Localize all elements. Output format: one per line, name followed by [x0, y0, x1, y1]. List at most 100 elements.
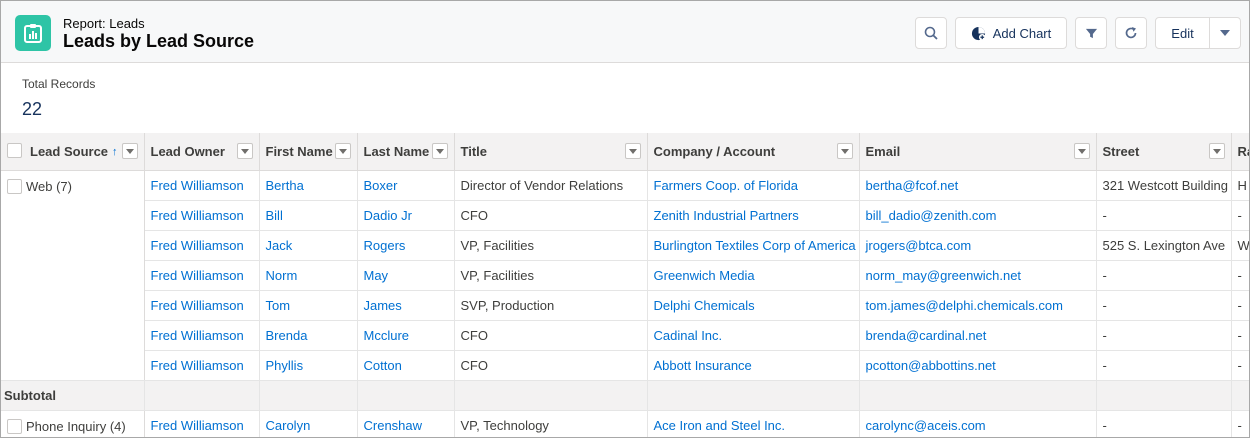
edit-menu-button[interactable] — [1209, 17, 1241, 49]
column-menu-first-name[interactable] — [334, 143, 351, 159]
column-header-street[interactable]: Street — [1096, 133, 1232, 171]
filter-icon — [1085, 28, 1097, 38]
cell-link[interactable]: Zenith Industrial Partners — [653, 207, 799, 223]
table-cell: Fred Williamson — [144, 350, 260, 381]
cell-link[interactable]: Fred Williamson — [150, 357, 244, 373]
cell-link[interactable]: Fred Williamson — [150, 327, 244, 343]
cell-link[interactable]: tom.james@delphi.chemicals.com — [865, 297, 1063, 313]
column-menu-last-name[interactable] — [431, 143, 448, 159]
cell-link[interactable]: Burlington Textiles Corp of America — [653, 237, 856, 253]
cell-link[interactable]: Ace Iron and Steel Inc. — [653, 417, 786, 433]
cell-link[interactable]: Phyllis — [265, 357, 304, 373]
cell-link[interactable]: Tom — [265, 297, 291, 313]
column-header-lead-source[interactable]: Lead Source ↑ — [1, 133, 145, 171]
table-cell: Fred Williamson — [144, 320, 260, 351]
filter-button[interactable] — [1075, 17, 1107, 49]
cell-text: VP, Technology — [460, 417, 549, 433]
cell-link[interactable]: Fred Williamson — [150, 267, 244, 283]
table-cell: Zenith Industrial Partners — [647, 200, 860, 231]
select-all-checkbox[interactable] — [7, 143, 22, 159]
cell-link[interactable]: jrogers@btca.com — [865, 237, 972, 253]
cell-link[interactable]: Delphi Chemicals — [653, 297, 755, 313]
table-cell: Fred Williamson — [144, 230, 260, 261]
cell-link[interactable]: Fred Williamson — [150, 207, 244, 223]
edit-button[interactable]: Edit — [1155, 17, 1210, 49]
column-header-email[interactable]: Email — [859, 133, 1097, 171]
cell-link[interactable]: Fred Williamson — [150, 417, 244, 433]
search-button[interactable] — [915, 17, 947, 49]
cell-text: - — [1102, 357, 1107, 373]
cell-link[interactable]: Bertha — [265, 177, 304, 193]
column-header-last-name[interactable]: Last Name — [357, 133, 455, 171]
refresh-button[interactable] — [1115, 17, 1147, 49]
cell-link[interactable]: carolync@aceis.com — [865, 417, 986, 433]
column-menu-title[interactable] — [624, 143, 641, 159]
cell-text: VP, Facilities — [460, 237, 534, 253]
cell-link[interactable]: Rogers — [363, 237, 406, 253]
table-cell: Delphi Chemicals — [647, 290, 860, 321]
cell-link[interactable]: Carolyn — [265, 417, 311, 433]
cell-link[interactable]: Bill — [265, 207, 283, 223]
table-cell: - — [1096, 350, 1232, 381]
cell-text: W — [1237, 237, 1250, 253]
cell-link[interactable]: Dadio Jr — [363, 207, 412, 223]
table-cell: Jack — [259, 230, 358, 261]
column-header-title[interactable]: Title — [454, 133, 648, 171]
cell-link[interactable]: Fred Williamson — [150, 237, 244, 253]
table-cell: - — [1096, 200, 1232, 231]
table-cell: Phyllis — [259, 350, 358, 381]
cell-link[interactable]: norm_may@greenwich.net — [865, 267, 1022, 283]
cell-text: - — [1237, 417, 1242, 433]
table-cell: VP, Facilities — [454, 230, 648, 261]
group-label: Web (7) — [26, 178, 72, 194]
cell-link[interactable]: Farmers Coop. of Florida — [653, 177, 799, 193]
cell-text: Director of Vendor Relations — [460, 177, 624, 193]
cell-link[interactable]: Crenshaw — [363, 417, 423, 433]
table-cell: 525 S. Lexington Ave — [1096, 230, 1232, 261]
add-chart-icon — [971, 26, 986, 41]
subtotal-cell — [647, 380, 860, 411]
cell-link[interactable]: bertha@fcof.net — [865, 177, 959, 193]
table-cell: Cadinal Inc. — [647, 320, 860, 351]
cell-link[interactable]: James — [363, 297, 402, 313]
table-cell: Abbott Insurance — [647, 350, 860, 381]
table-cell: VP, Facilities — [454, 260, 648, 291]
column-menu-street[interactable] — [1208, 143, 1225, 159]
total-records-value: 22 — [22, 99, 43, 119]
report-type-label: Report: Leads — [63, 16, 145, 31]
add-chart-button[interactable]: Add Chart — [955, 17, 1067, 49]
cell-text: CFO — [460, 357, 488, 373]
column-menu-email[interactable] — [1073, 143, 1090, 159]
column-menu-lead-owner[interactable] — [236, 143, 253, 159]
table-cell: Bertha — [259, 170, 358, 201]
cell-link[interactable]: brenda@cardinal.net — [865, 327, 987, 343]
column-header-company[interactable]: Company / Account — [647, 133, 860, 171]
cell-link[interactable]: Fred Williamson — [150, 177, 244, 193]
table-cell: Rogers — [357, 230, 455, 261]
table-cell: bertha@fcof.net — [859, 170, 1097, 201]
cell-link[interactable]: Brenda — [265, 327, 308, 343]
cell-link[interactable]: Mcclure — [363, 327, 410, 343]
sort-asc-icon[interactable]: ↑ — [112, 146, 118, 159]
cell-link[interactable]: Cadinal Inc. — [653, 327, 723, 343]
group-checkbox[interactable] — [7, 418, 22, 434]
column-menu-lead-source[interactable] — [121, 143, 138, 159]
cell-link[interactable]: pcotton@abbottins.net — [865, 357, 996, 373]
column-header-first-name[interactable]: First Name — [259, 133, 358, 171]
cell-link[interactable]: Abbott Insurance — [653, 357, 752, 373]
column-header-truncated[interactable]: Ra — [1231, 133, 1249, 171]
cell-link[interactable]: Cotton — [363, 357, 402, 373]
group-checkbox[interactable] — [7, 178, 22, 194]
cell-link[interactable]: Norm — [265, 267, 298, 283]
cell-link[interactable]: May — [363, 267, 389, 283]
cell-link[interactable]: Boxer — [363, 177, 398, 193]
column-header-lead-owner[interactable]: Lead Owner — [144, 133, 260, 171]
cell-link[interactable]: Jack — [265, 237, 293, 253]
cell-link[interactable]: Greenwich Media — [653, 267, 755, 283]
chevron-down-icon — [1220, 30, 1230, 36]
column-menu-company[interactable] — [836, 143, 853, 159]
cell-text: - — [1237, 297, 1242, 313]
cell-text: - — [1102, 207, 1107, 223]
cell-link[interactable]: Fred Williamson — [150, 297, 244, 313]
cell-link[interactable]: bill_dadio@zenith.com — [865, 207, 997, 223]
